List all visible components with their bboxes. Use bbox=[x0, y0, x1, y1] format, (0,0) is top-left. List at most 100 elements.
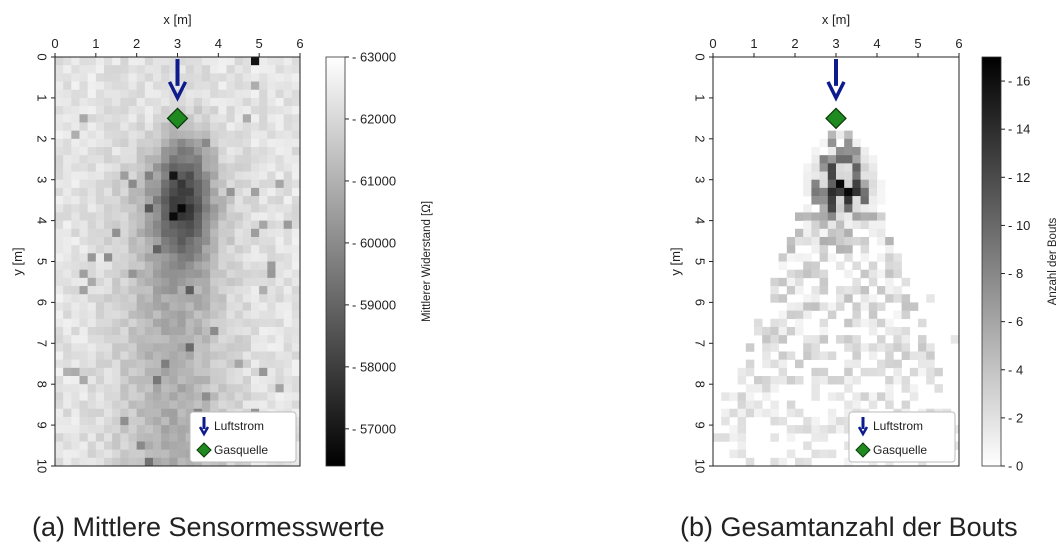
heatmap-cell bbox=[202, 277, 211, 287]
heatmap-cell bbox=[79, 367, 88, 377]
gas-source-marker bbox=[825, 107, 847, 130]
heatmap-cell bbox=[104, 457, 113, 467]
heatmap-cell bbox=[87, 425, 97, 434]
y-tick-label: 5 bbox=[35, 258, 50, 265]
heatmap-cell bbox=[153, 171, 162, 180]
heatmap-cell bbox=[844, 163, 853, 172]
heatmap-cell bbox=[144, 236, 154, 246]
heatmap-cell bbox=[885, 245, 894, 254]
heatmap-cell bbox=[153, 261, 162, 270]
heatmap-cell bbox=[259, 65, 268, 74]
heatmap-cell bbox=[177, 204, 186, 213]
heatmap-cell bbox=[283, 236, 293, 246]
heatmap-cell bbox=[136, 196, 146, 205]
heatmap-cell bbox=[275, 359, 284, 369]
heatmap-cell bbox=[275, 286, 284, 295]
heatmap-cell bbox=[136, 416, 146, 426]
heatmap-cell bbox=[860, 163, 870, 172]
heatmap-cell bbox=[226, 318, 235, 328]
heatmap-cell bbox=[79, 245, 88, 254]
heatmap-cell bbox=[852, 359, 861, 369]
heatmap-cell bbox=[128, 114, 137, 123]
heatmap-cell bbox=[136, 425, 146, 434]
heatmap-cell bbox=[128, 269, 137, 279]
heatmap-cell bbox=[79, 416, 88, 426]
heatmap-cell bbox=[210, 376, 219, 385]
heatmap-cell bbox=[852, 220, 861, 230]
heatmap-cell bbox=[55, 228, 64, 238]
heatmap-cell bbox=[55, 163, 64, 172]
heatmap-cell bbox=[218, 277, 227, 287]
heatmap-cell bbox=[242, 286, 252, 295]
heatmap-cell bbox=[71, 122, 80, 131]
heatmap-cell bbox=[210, 294, 219, 303]
heatmap-cell bbox=[819, 302, 829, 311]
heatmap-cell bbox=[63, 57, 72, 66]
heatmap-cell bbox=[169, 261, 178, 270]
heatmap-cell bbox=[79, 449, 88, 459]
heatmap-cell bbox=[104, 326, 113, 336]
heatmap-cell bbox=[267, 106, 276, 115]
heatmap-cell bbox=[120, 392, 129, 401]
heatmap-cell bbox=[827, 171, 837, 180]
heatmap-cell bbox=[169, 179, 178, 189]
heatmap-cell bbox=[153, 106, 162, 115]
heatmap-cell bbox=[185, 335, 195, 344]
heatmap-cell bbox=[218, 130, 227, 140]
heatmap-cell bbox=[144, 196, 154, 205]
heatmap-cell bbox=[128, 179, 137, 189]
heatmap-cell bbox=[136, 187, 146, 197]
heatmap-cell bbox=[120, 310, 129, 320]
heatmap-cell bbox=[226, 335, 235, 344]
heatmap-cell bbox=[267, 351, 276, 360]
heatmap-cell bbox=[267, 73, 276, 82]
heatmap-cell bbox=[185, 155, 195, 164]
heatmap-cell bbox=[218, 155, 227, 164]
heatmap-cell bbox=[120, 57, 129, 66]
heatmap-cell bbox=[112, 245, 121, 254]
heatmap-cell bbox=[112, 106, 121, 115]
heatmap-cell bbox=[275, 302, 284, 311]
heatmap-cell bbox=[885, 326, 894, 336]
heatmap-cell bbox=[754, 376, 763, 385]
heatmap-cell bbox=[177, 286, 186, 295]
heatmap-cell bbox=[128, 138, 137, 148]
heatmap-cell bbox=[104, 220, 113, 230]
heatmap-cell bbox=[177, 220, 186, 230]
heatmap-cell bbox=[259, 343, 268, 352]
heatmap-cell bbox=[283, 310, 293, 320]
heatmap-cell bbox=[95, 294, 105, 303]
heatmap-cell bbox=[885, 253, 894, 262]
heatmap-cell bbox=[112, 81, 121, 91]
heatmap-cell bbox=[169, 367, 178, 377]
heatmap-cell bbox=[729, 408, 738, 418]
heatmap-cell bbox=[234, 228, 244, 238]
heatmap-cell bbox=[852, 171, 861, 180]
heatmap-cell bbox=[819, 326, 829, 336]
heatmap-cell bbox=[185, 277, 195, 287]
heatmap-cell bbox=[169, 187, 178, 197]
heatmap-cell bbox=[185, 65, 195, 74]
heatmap-cell bbox=[844, 179, 853, 189]
heatmap-cell bbox=[770, 376, 779, 385]
heatmap-cell bbox=[275, 376, 284, 385]
heatmap-cell bbox=[193, 97, 203, 107]
heatmap-cell bbox=[128, 408, 137, 418]
heatmap-cell bbox=[185, 204, 195, 213]
legend-box bbox=[189, 411, 297, 463]
heatmap-cell bbox=[827, 449, 837, 459]
heatmap-cell bbox=[95, 204, 105, 213]
heatmap-cell bbox=[104, 269, 113, 279]
heatmap-cell bbox=[177, 253, 186, 262]
heatmap-cell bbox=[811, 245, 820, 254]
heatmap-cell bbox=[901, 343, 911, 352]
heatmap-cell bbox=[267, 89, 276, 99]
heatmap-cell bbox=[161, 326, 170, 336]
heatmap-cell bbox=[926, 367, 935, 377]
heatmap-cell bbox=[210, 187, 219, 197]
heatmap-cell bbox=[210, 335, 219, 344]
heatmap-cell bbox=[153, 179, 162, 189]
heatmap-cell bbox=[786, 286, 796, 295]
heatmap-cell bbox=[120, 416, 129, 426]
heatmap-cell bbox=[762, 351, 771, 360]
